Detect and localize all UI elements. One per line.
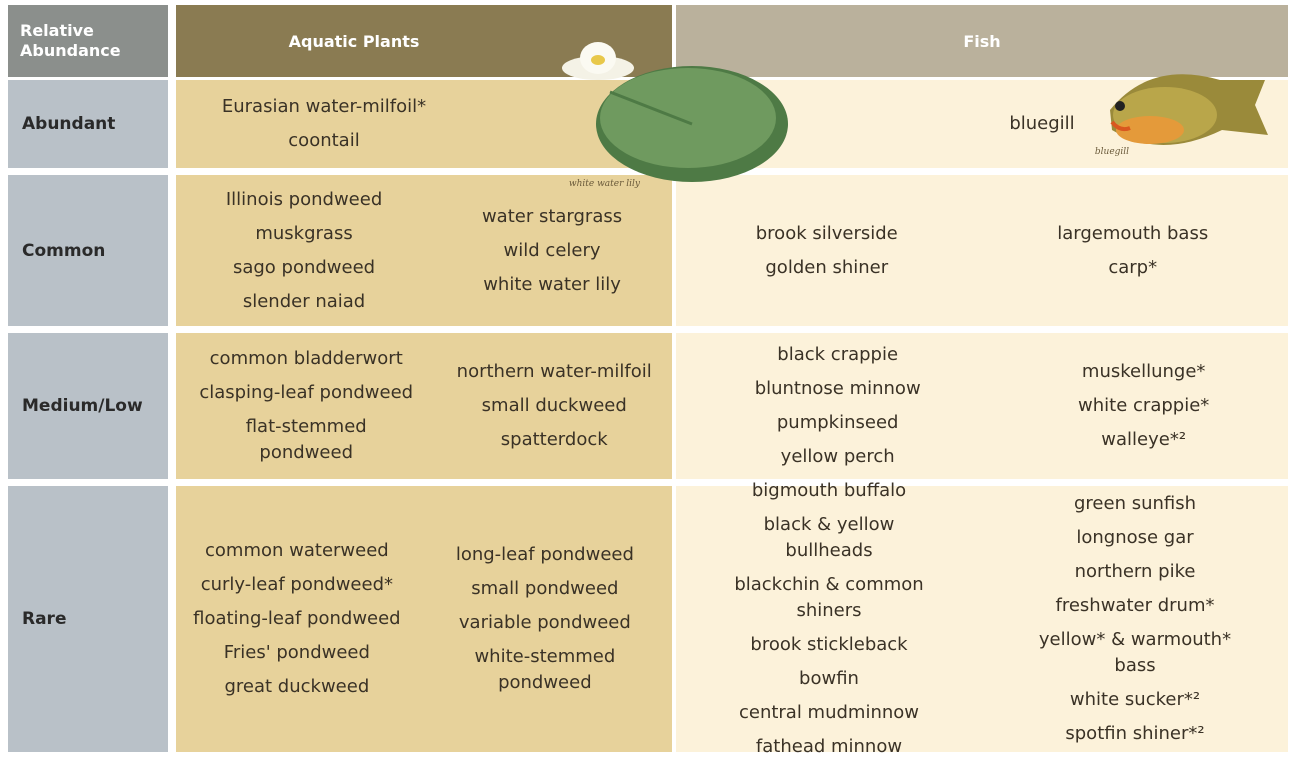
- species-name: golden shiner: [765, 256, 889, 278]
- species-name: muskgrass: [255, 222, 353, 244]
- species-name: brook silverside: [755, 222, 898, 244]
- fish-column: brook silverside golden shiner: [756, 217, 898, 285]
- species-name: bluntnose minnow: [754, 378, 921, 399]
- species-name: black crappie: [777, 344, 899, 365]
- species-name: Illinois pondweed: [225, 188, 383, 210]
- species-name: water stargrass: [481, 205, 623, 227]
- species-name: small pondweed: [471, 578, 619, 599]
- species-name: pumpkinseed: [776, 412, 899, 433]
- fish-cell: bigmouth buffalo black & yellow bullheads…: [676, 480, 1288, 757]
- plants-cell: common bladderwort clasping-leaf pondweed…: [176, 333, 672, 479]
- plants-column: Illinois pondweed muskgrass sago pondweed s…: [226, 183, 382, 319]
- species-name: bowfin: [799, 668, 859, 689]
- species-name: largemouth bass: [1057, 222, 1209, 244]
- species-name: freshwater drum*: [1055, 595, 1215, 616]
- fish-column: black crappie bluntnose minnow pumpkinseed…: [755, 338, 921, 474]
- species-name: Fries' pondweed: [223, 642, 370, 663]
- species-name: sago pondweed: [232, 256, 376, 278]
- plants-column: common bladderwort clasping-leaf pondweed…: [196, 342, 416, 470]
- species-name: bigmouth buffalo: [751, 480, 907, 501]
- plants-cell: common waterweed curly-leaf pondweed* floa…: [176, 486, 672, 752]
- species-name: spatterdock: [500, 429, 608, 450]
- species-name: great duckweed: [224, 676, 370, 697]
- species-name: northern water-milfoil: [456, 361, 652, 382]
- abundance-label: Abundant: [8, 80, 168, 168]
- header-plants: Aquatic Plants: [176, 5, 672, 77]
- species-name: coontail: [288, 130, 360, 151]
- species-name: northern pike: [1074, 561, 1196, 582]
- species-name: variable pondweed: [458, 612, 631, 633]
- plants-cell: Illinois pondweed muskgrass sago pondweed s…: [176, 175, 672, 326]
- fish-column: largemouth bass carp*: [1057, 217, 1208, 285]
- species-name: white sucker*²: [1069, 689, 1201, 710]
- plants-column: long-leaf pondweed small pondweed variable…: [435, 538, 655, 700]
- species-name: common bladderwort: [209, 348, 403, 369]
- species-name: spotfin shiner*²: [1065, 723, 1205, 744]
- species-name: clasping-leaf pondweed: [199, 382, 414, 403]
- fish-column: bigmouth buffalo black & yellow bullheads…: [719, 474, 939, 764]
- species-name: bluegill: [1009, 113, 1075, 134]
- plants-column: northern water-milfoil small duckweed spat…: [457, 355, 652, 457]
- species-name: white crappie*: [1078, 395, 1210, 416]
- species-name: carp*: [1108, 256, 1158, 278]
- species-name: muskellunge*: [1081, 361, 1206, 382]
- plants-cell: Eurasian water-milfoil* coontail: [176, 80, 672, 168]
- header-fish: Fish: [676, 5, 1288, 77]
- plants-column: water stargrass wild celery white water li…: [482, 200, 622, 302]
- species-name: walleye*²: [1101, 429, 1187, 450]
- species-name: brook stickleback: [750, 634, 908, 655]
- species-name: yellow* & warmouth* bass: [1038, 629, 1232, 676]
- species-name: wild celery: [503, 239, 601, 261]
- fish-column: bluegill: [1009, 107, 1074, 141]
- species-name: Eurasian water-milfoil*: [221, 96, 427, 117]
- species-name: green sunfish: [1073, 493, 1197, 514]
- species-name: long-leaf pondweed: [455, 544, 634, 565]
- species-name: floating-leaf pondweed: [193, 608, 401, 629]
- fish-column: muskellunge* white crappie* walleye*²: [1078, 355, 1209, 457]
- species-name: blackchin & common shiners: [734, 574, 924, 621]
- species-name: white water lily: [483, 273, 621, 295]
- abundance-label: Medium/Low: [8, 333, 168, 479]
- species-name: flat-stemmed pondweed: [245, 416, 367, 463]
- fish-column: green sunfish longnose gar northern pike fr…: [1025, 487, 1245, 751]
- species-name: small duckweed: [481, 395, 627, 416]
- species-name: white-stemmed pondweed: [474, 646, 616, 693]
- fish-cell: black crappie bluntnose minnow pumpkinseed…: [676, 333, 1288, 479]
- plants-column: Eurasian water-milfoil* coontail: [222, 90, 426, 158]
- species-name: common waterweed: [205, 540, 389, 561]
- species-name: yellow perch: [780, 446, 895, 467]
- fish-cell: bluegill: [676, 80, 1288, 168]
- species-name: curly-leaf pondweed*: [200, 574, 393, 595]
- fish-cell: brook silverside golden shiner largemouth …: [676, 175, 1288, 326]
- plants-column: common waterweed curly-leaf pondweed* floa…: [193, 534, 401, 704]
- abundance-label: Common: [8, 175, 168, 326]
- abundance-label: Rare: [8, 486, 168, 752]
- species-name: fathead minnow: [755, 736, 903, 757]
- species-name: longnose gar: [1076, 527, 1194, 548]
- species-name: central mudminnow: [738, 702, 920, 723]
- header-text: Relative Abundance: [20, 21, 121, 60]
- species-name: slender naiad: [242, 290, 366, 312]
- species-name: black & yellow bullheads: [763, 514, 895, 561]
- header-abundance: Relative Abundance: [8, 5, 168, 77]
